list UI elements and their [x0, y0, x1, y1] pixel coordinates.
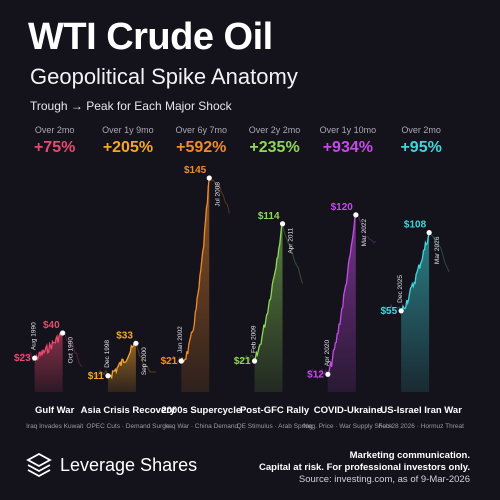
peak-date-label: Oct 1990 — [68, 337, 75, 364]
episode-name: US-Israel Iran War — [380, 405, 462, 416]
trough-price-label: $23 — [14, 353, 31, 364]
episode-description: Feb 28 2026 · Hormuz Threat — [378, 423, 464, 430]
spike-line — [34, 331, 63, 362]
trough-date-label: Jan 2002 — [177, 326, 184, 353]
trough-point — [178, 358, 184, 364]
pre-trough-line — [384, 303, 402, 315]
source-line: Source: investing.com, as of 9-Mar-2026 — [298, 474, 470, 485]
peak-point — [426, 230, 432, 236]
trough-price-label: $12 — [307, 369, 324, 380]
peak-price-label: $120 — [331, 202, 354, 213]
episode-duration: Over 6y 7mo — [175, 125, 227, 135]
episode-description: Iraq Invades Kuwait — [26, 423, 83, 430]
episode-duration: Over 2mo — [35, 125, 75, 135]
spike-line — [400, 232, 430, 312]
spike-line — [327, 214, 357, 375]
post-peak-line — [62, 332, 83, 367]
episode-duration: Over 1y 10mo — [320, 125, 377, 135]
post-peak-line — [208, 177, 230, 214]
episode-description: Iraq War · China Demand — [164, 423, 238, 430]
peak-point — [279, 221, 286, 227]
brand-logo: Leverage Shares — [26, 452, 197, 478]
peak-point — [133, 340, 139, 346]
peak-date-label: Apr 2011 — [288, 227, 295, 253]
episode-pct-change: +205% — [103, 139, 153, 156]
trough-date-label: Aug 1990 — [31, 322, 38, 350]
trough-price-label: $21 — [234, 356, 251, 367]
episode-duration: Over 2y 2mo — [249, 125, 301, 135]
peak-point — [353, 212, 359, 218]
spike-line — [107, 342, 137, 380]
peak-price-label: $40 — [43, 320, 60, 331]
post-peak-line — [282, 223, 303, 284]
trough-point — [32, 355, 38, 361]
trough-point — [251, 358, 258, 364]
post-peak-line — [355, 212, 377, 244]
peak-price-label: $33 — [116, 330, 133, 341]
disclaimer: Marketing communication. Capital at risk… — [259, 450, 470, 486]
page-title: WTI Crude Oil — [28, 16, 273, 58]
trough-date-label: Feb 2009 — [251, 325, 258, 353]
episode-description: OPEC Cuts · Demand Surge — [86, 423, 169, 430]
episode-pct-change: +75% — [34, 139, 75, 156]
trough-price-label: $21 — [161, 356, 178, 367]
trough-point — [325, 371, 331, 377]
spike-area — [401, 232, 430, 392]
peak-price-label: $145 — [184, 165, 207, 176]
trough-point — [105, 373, 111, 379]
episode-name: 2000s Supercycle — [161, 405, 241, 416]
spike-area — [181, 178, 210, 392]
trough-price-label: $55 — [380, 306, 397, 317]
pre-trough-line — [311, 368, 329, 380]
pre-trough-line — [238, 354, 255, 364]
post-peak-line — [135, 343, 156, 373]
episode-pct-change: +934% — [323, 139, 373, 156]
trough-price-label: $11 — [88, 371, 105, 382]
pre-trough-line — [18, 351, 36, 362]
spike-line — [180, 177, 210, 364]
peak-price-label: $114 — [258, 211, 280, 222]
spike-line — [253, 223, 284, 362]
trough-point — [398, 308, 404, 314]
trough-date-label: Apr 2020 — [324, 340, 331, 367]
pre-trough-line — [164, 355, 182, 365]
pre-trough-line — [91, 369, 109, 379]
episode-duration: Over 1y 9mo — [102, 125, 154, 135]
episode-description: QE Stimulus · Arab Spring — [237, 423, 313, 430]
episode-duration: Over 2mo — [401, 125, 441, 135]
spike-area — [34, 332, 63, 392]
spike-area — [107, 343, 136, 392]
episode-name: Gulf War — [35, 405, 75, 416]
page-subtitle: Geopolitical Spike Anatomy — [30, 64, 298, 89]
disclaimer-line-1: Marketing communication. — [349, 450, 470, 461]
peak-date-label: Sep 2000 — [141, 347, 148, 375]
post-peak-line — [428, 232, 450, 273]
peak-point — [60, 330, 66, 336]
episode-name: Post-GFC Rally — [240, 405, 310, 416]
episode-pct-change: +95% — [400, 139, 441, 156]
disclaimer-line-2: Capital at risk. For professional invest… — [259, 462, 470, 473]
peak-date-label: Jul 2008 — [214, 182, 221, 207]
episode-name: COVID-Ukraine — [314, 405, 382, 416]
chart-tagline: Trough → Peak for Each Major Shock — [30, 99, 232, 113]
episode-pct-change: +235% — [249, 139, 299, 156]
peak-date-label: Mar 2022 — [361, 219, 368, 247]
peak-point — [206, 175, 212, 181]
leverage-shares-logo-icon — [26, 452, 52, 478]
brand-name: Leverage Shares — [60, 454, 198, 475]
episode-pct-change: +592% — [176, 139, 226, 156]
trough-date-label: Dec 1998 — [104, 340, 111, 368]
peak-date-label: Mar 2026 — [434, 236, 441, 264]
episode-description: Neg. Price · War Supply Shock — [303, 423, 393, 430]
episode-name: Asia Crisis Recovery — [81, 405, 176, 416]
peak-price-label: $108 — [404, 220, 427, 231]
trough-date-label: Dec 2025 — [397, 275, 404, 303]
